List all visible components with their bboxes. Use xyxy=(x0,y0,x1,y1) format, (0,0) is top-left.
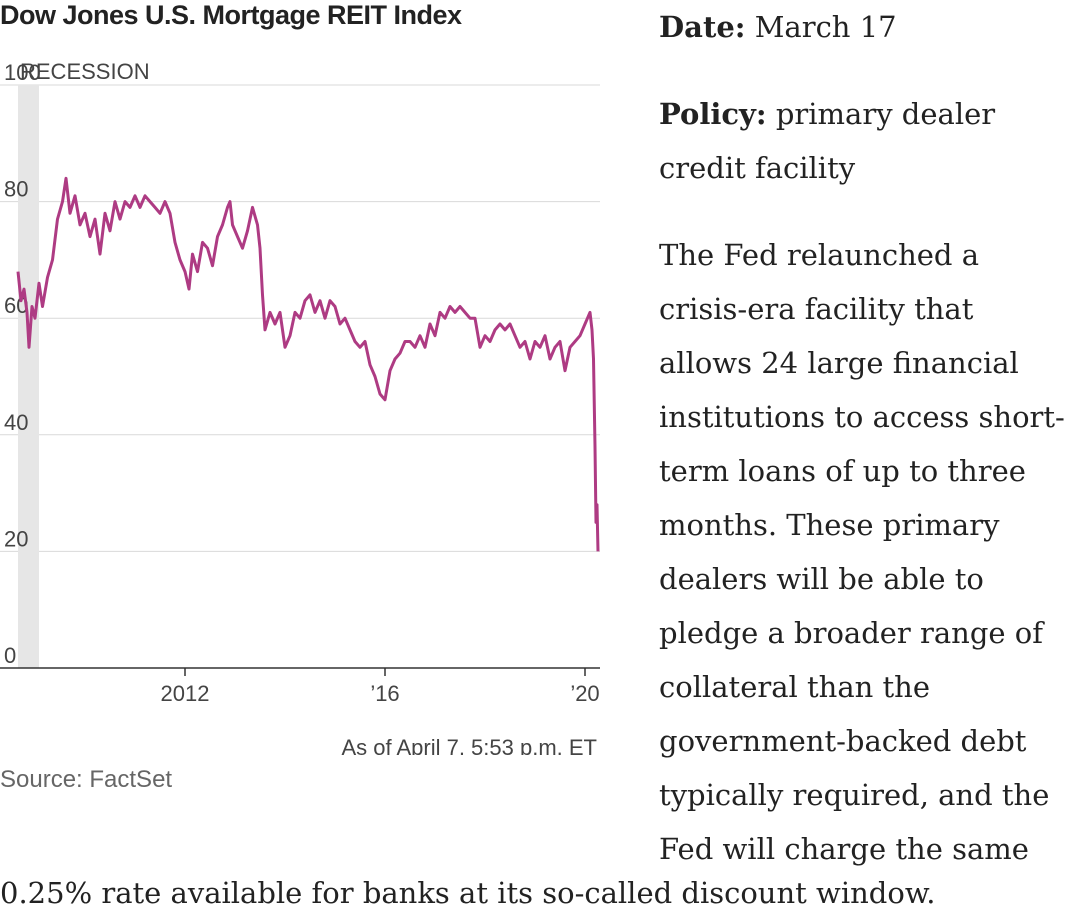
policy-label: Policy: xyxy=(659,97,767,131)
source-note: Source: FactSet xyxy=(0,766,173,793)
as-of-note: As of April 7, 5:53 p.m. ET xyxy=(341,735,597,755)
x-tick-label: ’20 xyxy=(570,681,599,706)
body-text: The Fed relaunched a crisis-era facility… xyxy=(659,238,1065,866)
date-line: Date: March 17 xyxy=(659,0,1072,54)
x-tick-label: ’16 xyxy=(370,681,399,706)
policy-value: primary dealer credit facility xyxy=(659,97,996,185)
y-tick-label: 100 xyxy=(4,60,41,85)
recession-shade xyxy=(18,85,39,668)
y-tick-label: 20 xyxy=(4,526,28,551)
chart-title: Dow Jones U.S. Mortgage REIT Index xyxy=(0,0,462,30)
date-label: Date: xyxy=(659,10,746,44)
series-line xyxy=(16,176,600,552)
recession-label: RECESSION xyxy=(20,59,150,84)
policy-line: Policy: primary dealer credit facility xyxy=(659,87,1072,195)
y-tick-label: 40 xyxy=(4,410,28,435)
sidebar-text: Date: March 17 Policy: primary dealer cr… xyxy=(659,0,1072,909)
y-tick-label: 80 xyxy=(4,177,28,202)
x-tick-label: 2012 xyxy=(161,681,210,706)
continued-text: 0.25% rate available for banks at its so… xyxy=(0,876,936,910)
date-value: March 17 xyxy=(754,10,897,44)
recession-band: RECESSION xyxy=(18,59,150,668)
y-tick-label: 0 xyxy=(4,643,16,668)
series-path xyxy=(16,176,600,552)
x-axis: 2012 ’16 ’20 xyxy=(0,667,600,706)
